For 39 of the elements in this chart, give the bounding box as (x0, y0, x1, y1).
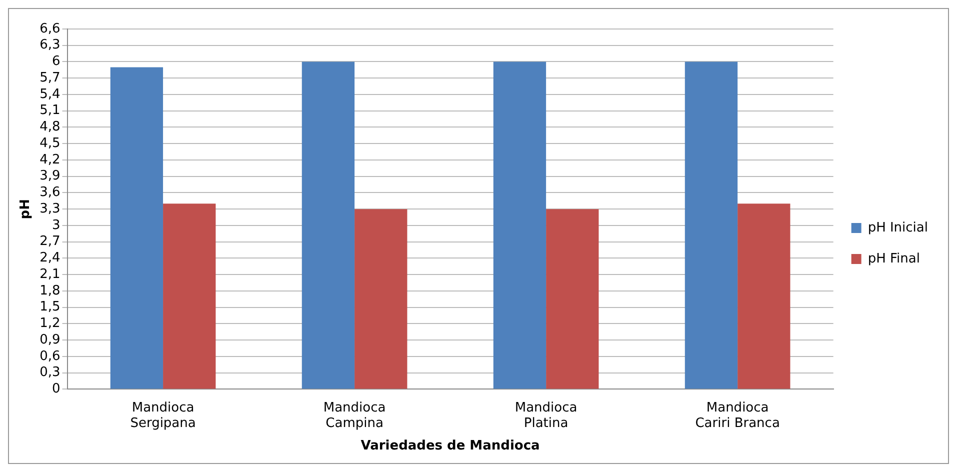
x-tick-label: Mandioca Campina (323, 400, 386, 431)
y-tick-label: 5,4 (40, 86, 60, 102)
y-tick-label: 0,9 (40, 332, 60, 348)
y-axis-title: pH (18, 199, 34, 220)
y-tick-label: 4,5 (40, 136, 60, 151)
bar (110, 67, 164, 389)
y-tick-label: 3,3 (40, 201, 60, 216)
y-tick-label: 2,4 (40, 250, 60, 266)
y-tick-label: 2,1 (40, 266, 60, 282)
y-tick-label: 2,7 (40, 234, 60, 250)
bar (738, 204, 790, 389)
y-tick-label: 3,6 (40, 185, 60, 200)
y-tick-label: 0,3 (40, 365, 60, 380)
x-tick-label: Mandioca Platina (514, 400, 578, 431)
y-tick-label: 5,7 (40, 70, 60, 86)
bar (354, 209, 408, 389)
y-tick-label: 4,2 (40, 152, 60, 168)
y-tick-label: 6,3 (40, 38, 60, 53)
x-tick-label: Mandioca Cariri Branca (695, 400, 780, 431)
y-tick-label: 3,9 (40, 168, 60, 184)
y-tick-label: 0 (52, 382, 60, 397)
y-tick-label: 1,8 (40, 283, 60, 298)
bar (302, 62, 355, 389)
y-tick-label: 6 (52, 54, 60, 70)
bar (546, 209, 599, 389)
legend-label: pH Inicial (868, 220, 928, 236)
x-tick-label: Mandioca Sergipana (130, 400, 196, 431)
y-tick-label: 4,8 (40, 120, 60, 135)
y-tick-label: 1,2 (40, 316, 60, 332)
bar (493, 62, 546, 389)
bar (684, 62, 738, 389)
y-tick-label: 5,1 (40, 103, 60, 118)
y-tick-label: 1,5 (40, 300, 60, 315)
x-axis-title: Variedades de Mandioca (360, 438, 540, 454)
legend-label: pH Final (868, 251, 920, 266)
y-tick-label: 0,6 (40, 348, 60, 364)
y-tick-label: 6,6 (40, 21, 60, 36)
y-tick-label: 3 (52, 218, 60, 233)
bar (163, 204, 216, 389)
